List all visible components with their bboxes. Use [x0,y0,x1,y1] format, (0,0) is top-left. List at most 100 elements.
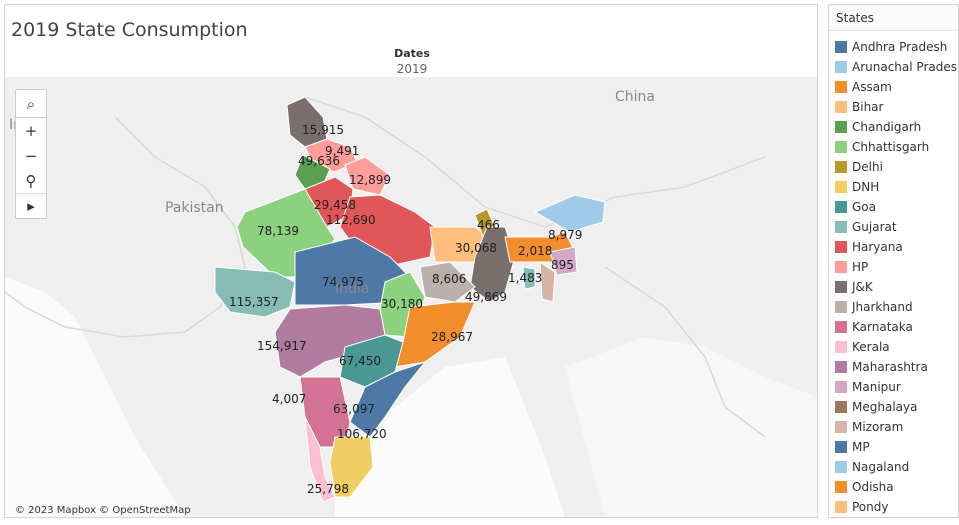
legend-item[interactable]: Delhi [829,157,958,177]
legend-label: Chhattisgarh [852,140,930,154]
legend-swatch [835,201,847,213]
value-label: 78,139 [257,224,299,238]
value-label: 29,458 [314,198,356,212]
india-states[interactable] [214,96,606,503]
value-label: 30,180 [381,297,423,311]
search-icon[interactable]: ⌕ [16,90,46,118]
value-label: 8,606 [432,272,466,286]
state-maharashtra[interactable] [274,304,386,378]
legend-swatch [835,101,847,113]
legend-swatch [835,141,847,153]
legend-label: J&K [852,280,873,294]
legend-swatch [835,121,847,133]
legend-label: Goa [852,200,876,214]
value-label: 49,869 [465,290,507,304]
legend-item[interactable]: Goa [829,197,958,217]
sea-arabian [5,277,185,517]
legend-item[interactable]: DNH [829,177,958,197]
legend-label: MP [852,440,870,454]
state-wb[interactable] [469,226,516,303]
state-gujarat[interactable] [214,266,296,318]
sea-east [565,337,817,517]
legend-label: Pondy [852,500,889,514]
legend-title: States [829,5,958,31]
legend-item[interactable]: Chhattisgarh [829,137,958,157]
legend-item[interactable]: Maharashtra [829,357,958,377]
legend-label: Karnataka [852,320,913,334]
legend-swatch [835,281,847,293]
legend-item[interactable]: Nagaland [829,457,958,477]
legend-item[interactable]: Assam [829,77,958,97]
border-pakistan [5,116,246,338]
legend-item[interactable]: Bihar [829,97,958,117]
pin-icon[interactable]: ⚲ [25,171,37,190]
expand-arrow-icon[interactable]: ▸ [16,193,46,218]
legend-item[interactable]: Punjab [829,517,958,518]
legend-label: Mizoram [852,420,904,434]
sea-bengal [335,357,565,517]
map-attribution[interactable]: © 2023 Mapbox © OpenStreetMap [15,505,191,516]
border-myanmar [604,266,766,438]
legend-swatch [835,41,847,53]
label-india: India [335,281,369,297]
legend-item[interactable]: MP [829,437,958,457]
state-tamil-nadu[interactable] [329,436,374,498]
state-tripura[interactable] [522,266,536,290]
value-label: 115,357 [229,295,279,309]
value-label: 25,798 [307,482,349,496]
legend-swatch [835,61,847,73]
value-label: 63,097 [333,402,375,416]
dates-value[interactable]: 2019 [396,62,428,76]
legend-item[interactable]: J&K [829,277,958,297]
legend-item[interactable]: Chandigarh [829,117,958,137]
label-pakistan: Pakistan [165,200,224,216]
value-label: 28,967 [431,330,473,344]
state-arunachal[interactable] [533,194,606,233]
state-ap[interactable] [349,360,427,438]
legend-swatch [835,421,847,433]
legend-label: Andhra Pradesh [852,40,948,54]
map-panel: 2019 State Consumption Dates 2019 [4,4,818,518]
legend-item[interactable]: Arunachal Pradesh [829,57,958,77]
legend-item[interactable]: Manipur [829,377,958,397]
legend-item[interactable]: HP [829,257,958,277]
legend-item[interactable]: Andhra Pradesh [829,37,958,57]
value-label: 49,636 [298,154,340,168]
states-legend: States Andhra Pradesh Arunachal Pradesh As… [828,4,959,518]
state-uttarakhand[interactable] [344,156,391,196]
legend-item[interactable]: Odisha [829,477,958,497]
map-canvas[interactable]: China Pakistan Iran India 15,915 9,491 4… [5,77,817,517]
value-label: 154,917 [257,339,307,353]
state-manipur[interactable] [549,246,578,276]
value-label: 4,007 [272,392,306,406]
state-mizoram[interactable] [539,261,556,303]
legend-item[interactable]: Karnataka [829,317,958,337]
map-svg[interactable]: China Pakistan Iran India 15,915 9,491 4… [5,77,817,517]
border-china [304,96,766,228]
legend-label: Maharashtra [852,360,928,374]
legend-item[interactable]: Kerala [829,337,958,357]
zoom-in-icon[interactable]: + [24,121,38,140]
zoom-out-icon[interactable]: − [24,146,38,165]
dates-header: Dates [394,47,430,60]
state-jharkhand[interactable] [419,261,476,303]
legend-item[interactable]: Meghalaya [829,397,958,417]
value-label: 2,018 [518,244,552,258]
value-label: 74,975 [322,275,364,289]
legend-item[interactable]: Jharkhand [829,297,958,317]
legend-swatch [835,341,847,353]
legend-item[interactable]: Gujarat [829,217,958,237]
legend-item[interactable]: Pondy [829,497,958,517]
label-china: China [615,89,655,105]
legend-label: Odisha [852,480,894,494]
page-title: 2019 State Consumption [11,19,248,41]
legend-swatch [835,241,847,253]
legend-item[interactable]: Haryana [829,237,958,257]
legend-swatch [835,161,847,173]
value-label: 106,720 [337,427,387,441]
legend-label: Jharkhand [852,300,913,314]
legend-item[interactable]: Mizoram [829,417,958,437]
value-label: 12,899 [349,173,391,187]
legend-swatch [835,501,847,513]
legend-swatch [835,481,847,493]
